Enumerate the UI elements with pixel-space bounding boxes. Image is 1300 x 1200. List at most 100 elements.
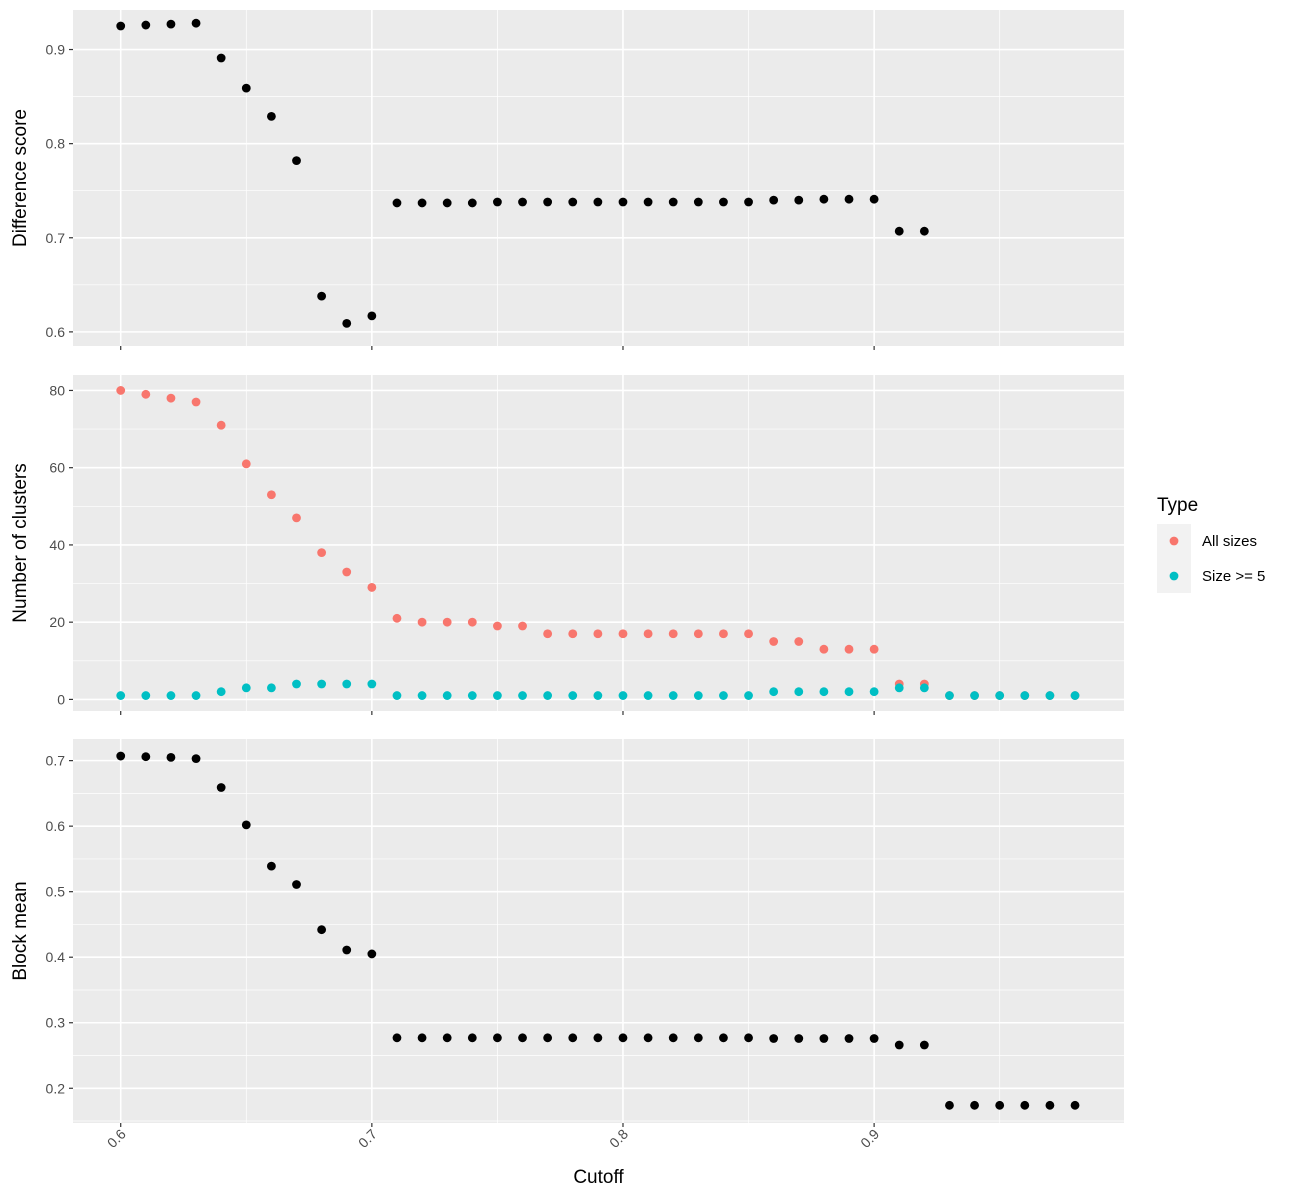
y-tick-label: 40 [49, 537, 65, 553]
data-point [417, 198, 427, 208]
panel-number-of-clusters: 0 20 40 60 80 Number of clusters [10, 375, 1124, 715]
y-tick-label: 0.6 [46, 818, 66, 834]
data-point [166, 19, 176, 29]
data-point [191, 397, 201, 407]
data-point [819, 687, 829, 697]
data-point [342, 945, 352, 955]
y-axis-title-difference-score: Difference score [10, 109, 31, 247]
series-points-0 [116, 18, 929, 328]
legend-title: Type [1157, 495, 1198, 516]
data-point [166, 691, 176, 700]
data-point [367, 949, 377, 959]
x-axis-title: Cutoff [573, 1167, 624, 1188]
data-point [518, 1033, 527, 1043]
data-point [417, 691, 427, 700]
y-tick-label: 60 [49, 460, 65, 476]
legend-label: All sizes [1202, 533, 1257, 550]
data-point [367, 583, 377, 592]
data-point [141, 20, 151, 30]
data-point [216, 420, 226, 430]
data-point [693, 629, 703, 639]
data-point [141, 691, 151, 700]
y-axis-title-block-mean: Block mean [10, 881, 31, 980]
data-point [970, 691, 979, 700]
data-point [442, 1033, 452, 1043]
data-point [392, 1033, 402, 1043]
data-point [1070, 691, 1080, 700]
panel-block-mean: 0.2 0.3 0.4 0.5 0.6 0.7 Block mean [10, 739, 1124, 1127]
data-point [442, 691, 452, 700]
data-point [442, 617, 452, 627]
data-point [693, 691, 703, 700]
data-point [844, 194, 854, 204]
data-point [241, 683, 251, 693]
data-point [593, 629, 603, 639]
data-point [493, 691, 502, 700]
y-tick-label: 0 [57, 691, 65, 707]
data-point [543, 197, 553, 207]
data-point [241, 459, 251, 469]
data-point [744, 197, 753, 207]
data-point [317, 925, 327, 935]
data-point [794, 687, 804, 697]
data-point [618, 197, 628, 207]
data-point [769, 1034, 779, 1043]
data-point [919, 226, 929, 236]
data-point [342, 567, 352, 577]
data-point [693, 1033, 703, 1043]
data-point [1020, 691, 1030, 700]
data-point [266, 490, 276, 500]
series-size-5 [116, 679, 1080, 700]
data-point [568, 197, 578, 207]
y-tick-label: 0.6 [46, 324, 66, 340]
x-tick-label: 0.9 [857, 1126, 882, 1151]
data-point [442, 198, 452, 208]
data-point [241, 83, 251, 93]
data-point [919, 683, 929, 693]
data-point [719, 629, 728, 639]
data-point [869, 1034, 879, 1043]
data-point [719, 1033, 728, 1043]
data-point [995, 691, 1005, 700]
data-point [844, 687, 854, 697]
series-points-0 [116, 751, 1080, 1110]
y-tick-label: 0.8 [46, 136, 66, 152]
data-point [216, 783, 226, 792]
y-tick-label: 0.3 [46, 1015, 66, 1031]
series-all-sizes [116, 386, 1080, 700]
data-point [643, 691, 653, 700]
y-tick-label: 0.9 [46, 42, 66, 58]
data-point [869, 644, 879, 654]
data-point [543, 1033, 553, 1043]
panel-background [73, 375, 1124, 711]
data-point [668, 197, 678, 207]
data-point [367, 679, 377, 689]
data-point [1020, 1100, 1030, 1110]
data-point [116, 751, 126, 761]
panel-background [73, 739, 1124, 1123]
data-point [191, 18, 201, 28]
data-point [568, 691, 578, 700]
data-point [493, 1033, 502, 1043]
data-point [392, 613, 402, 623]
data-point [744, 691, 753, 700]
data-point [919, 1040, 929, 1050]
data-point [794, 1034, 804, 1043]
data-point [1045, 691, 1055, 700]
legend-label: Size >= 5 [1202, 568, 1265, 585]
data-point [618, 629, 628, 639]
y-tick-label: 0.7 [46, 753, 66, 769]
data-point [266, 683, 276, 693]
y-tick-label: 0.7 [46, 230, 66, 246]
data-point [417, 617, 427, 627]
legend-key [1169, 536, 1179, 546]
x-tick-label: 0.8 [606, 1126, 631, 1151]
data-point [794, 195, 804, 205]
data-point [392, 198, 402, 208]
data-point [292, 513, 301, 523]
data-point [518, 621, 527, 631]
data-point [819, 1034, 829, 1043]
data-point [869, 194, 879, 204]
data-point [1070, 1100, 1080, 1110]
